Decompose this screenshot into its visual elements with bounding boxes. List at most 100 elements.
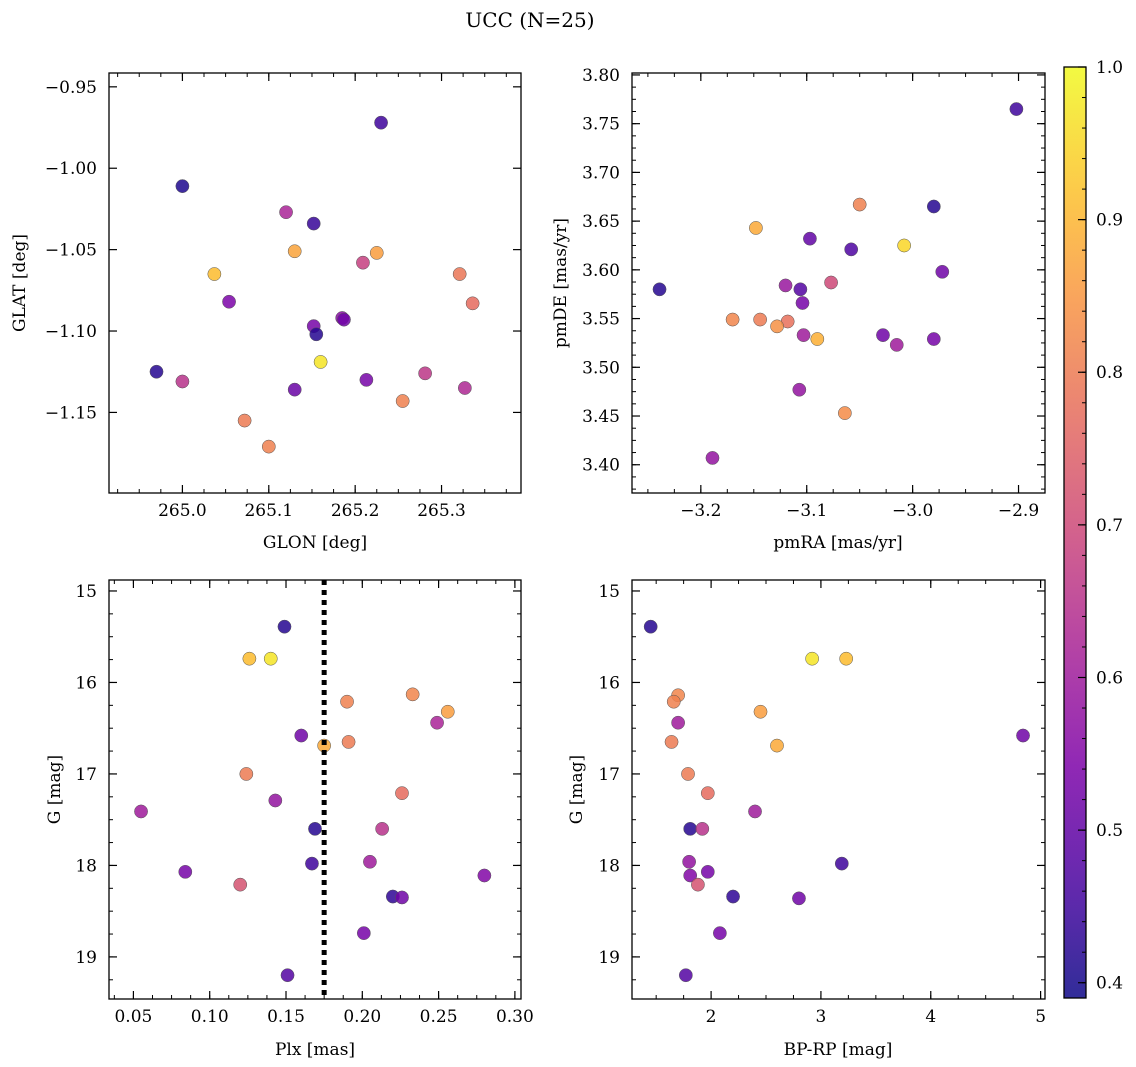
x-tick-label: 2 <box>706 1007 717 1027</box>
axes-frame <box>631 72 1046 494</box>
scatter-point <box>369 246 384 260</box>
scatter-point <box>395 786 409 801</box>
scatter-point <box>838 406 852 420</box>
scatter-point <box>691 877 705 892</box>
scatter-point <box>770 319 784 334</box>
scatter-point <box>753 704 768 719</box>
scatter-point <box>792 382 807 397</box>
scatter-point <box>337 312 351 327</box>
scatter-point <box>242 651 257 666</box>
colorbar-tick-label: 0.7 <box>1096 516 1123 536</box>
y-axis-label: GLAT [deg] <box>10 234 30 332</box>
points <box>134 619 492 983</box>
x-tick-label: 0.10 <box>191 1007 229 1027</box>
scatter-point <box>725 312 740 327</box>
scatter-point <box>803 231 817 246</box>
scatter-point <box>237 413 252 428</box>
scatter-point <box>935 264 950 279</box>
y-tick-label: 3.80 <box>582 66 620 86</box>
y-tick-label: 16 <box>598 673 620 693</box>
points <box>643 619 1030 983</box>
y-tick-label: 3.60 <box>582 261 620 281</box>
x-tick-label: 0.25 <box>420 1007 458 1027</box>
x-tick-label: 0.20 <box>343 1007 381 1027</box>
x-tick-label: 0.30 <box>496 1007 534 1027</box>
scatter-point <box>778 278 793 293</box>
scatter-point <box>876 328 890 342</box>
y-tick-label: 3.75 <box>582 115 620 135</box>
y-tick-label: 3.65 <box>582 212 620 232</box>
scatter-point <box>1016 728 1030 743</box>
scatter-point <box>341 735 356 749</box>
scatter-point <box>395 890 409 905</box>
ticks: −3.2 −3.1 −3.0 −2.9 3.40 3.45 3.50 3.55 3.60 3.65… <box>582 66 1046 521</box>
scatter-point <box>178 864 193 879</box>
scatter-point <box>239 767 254 781</box>
x-tick-label: 265.0 <box>158 501 207 521</box>
scatter-point <box>810 332 825 346</box>
scatter-point <box>683 868 698 883</box>
y-tick-label: 3.45 <box>582 407 620 427</box>
scatter-point <box>852 197 867 212</box>
scatter-point <box>305 856 319 871</box>
panel-bprp-g: 2 3 4 5 15 16 17 18 19 BP-RP [mag] G [mag] <box>567 579 1046 1060</box>
y-tick-label: 3.40 <box>582 456 620 476</box>
scatter-point <box>705 451 720 465</box>
scatter-point <box>1009 102 1024 116</box>
scatter-point <box>279 205 293 220</box>
colorbar: 0.4 0.5 0.6 0.7 0.8 0.9 1.0 <box>1063 58 1123 999</box>
colorbar-gradient <box>1064 67 1086 998</box>
y-tick-label: 17 <box>598 765 620 785</box>
scatter-point <box>793 282 808 297</box>
y-axis-label: G [mag] <box>45 755 65 824</box>
scatter-point <box>671 715 685 730</box>
colorbar-tick-label: 0.9 <box>1096 211 1123 231</box>
y-tick-label: −1.10 <box>45 322 97 342</box>
scatter-point <box>839 651 854 666</box>
colorbar-tick-label: 0.6 <box>1096 668 1123 688</box>
scatter-point <box>805 651 819 666</box>
x-tick-label: 265.3 <box>417 501 466 521</box>
scatter-point <box>465 296 480 311</box>
scatter-point <box>726 889 740 904</box>
scatter-point <box>395 394 410 408</box>
y-tick-label: 3.70 <box>582 163 620 183</box>
scatter-point <box>897 238 912 253</box>
x-tick-label: 0.15 <box>267 1007 305 1027</box>
x-tick-label: −2.9 <box>998 501 1039 521</box>
scatter-point <box>713 926 727 940</box>
scatter-point <box>695 821 710 836</box>
y-axis-label: G [mag] <box>567 755 587 824</box>
scatter-point <box>294 728 309 743</box>
scatter-point <box>926 332 941 346</box>
scatter-point <box>359 373 374 387</box>
points <box>652 102 1024 465</box>
y-tick-label: −1.00 <box>45 159 97 179</box>
scatter-point <box>926 199 941 214</box>
scatter-point <box>363 854 377 869</box>
scatter-point <box>770 738 784 753</box>
scatter-point <box>405 687 420 702</box>
x-tick-label: 5 <box>1035 1007 1046 1027</box>
y-tick-label: 17 <box>75 765 97 785</box>
scatter-point <box>652 282 667 297</box>
scatter-point <box>175 374 190 389</box>
scatter-point <box>666 694 681 709</box>
scatter-point <box>233 877 248 892</box>
colorbar-tick-label: 0.4 <box>1096 974 1123 994</box>
y-tick-label: −1.05 <box>45 241 97 261</box>
scatter-point <box>664 735 679 749</box>
scatter-point <box>309 327 324 342</box>
y-tick-label: 16 <box>75 673 97 693</box>
y-tick-label: −0.95 <box>45 78 97 98</box>
panel-plx-g: 0.05 0.10 0.15 0.20 0.25 0.30 15 16 17 18 19 Plx [m… <box>45 579 534 1060</box>
y-tick-label: −1.15 <box>45 403 97 423</box>
axes-frame <box>108 579 522 1000</box>
colorbar-frame <box>1063 66 1087 999</box>
x-axis-label: BP-RP [mag] <box>784 1040 893 1060</box>
scatter-point <box>175 179 190 193</box>
scatter-point <box>134 804 148 819</box>
x-axis-label: Plx [mas] <box>275 1040 355 1060</box>
scatter-point <box>749 221 763 235</box>
